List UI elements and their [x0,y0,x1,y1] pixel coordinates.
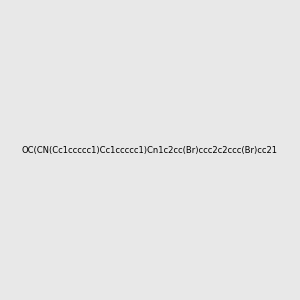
Text: OC(CN(Cc1ccccc1)Cc1ccccc1)Cn1c2cc(Br)ccc2c2ccc(Br)cc21: OC(CN(Cc1ccccc1)Cc1ccccc1)Cn1c2cc(Br)ccc… [22,146,278,154]
